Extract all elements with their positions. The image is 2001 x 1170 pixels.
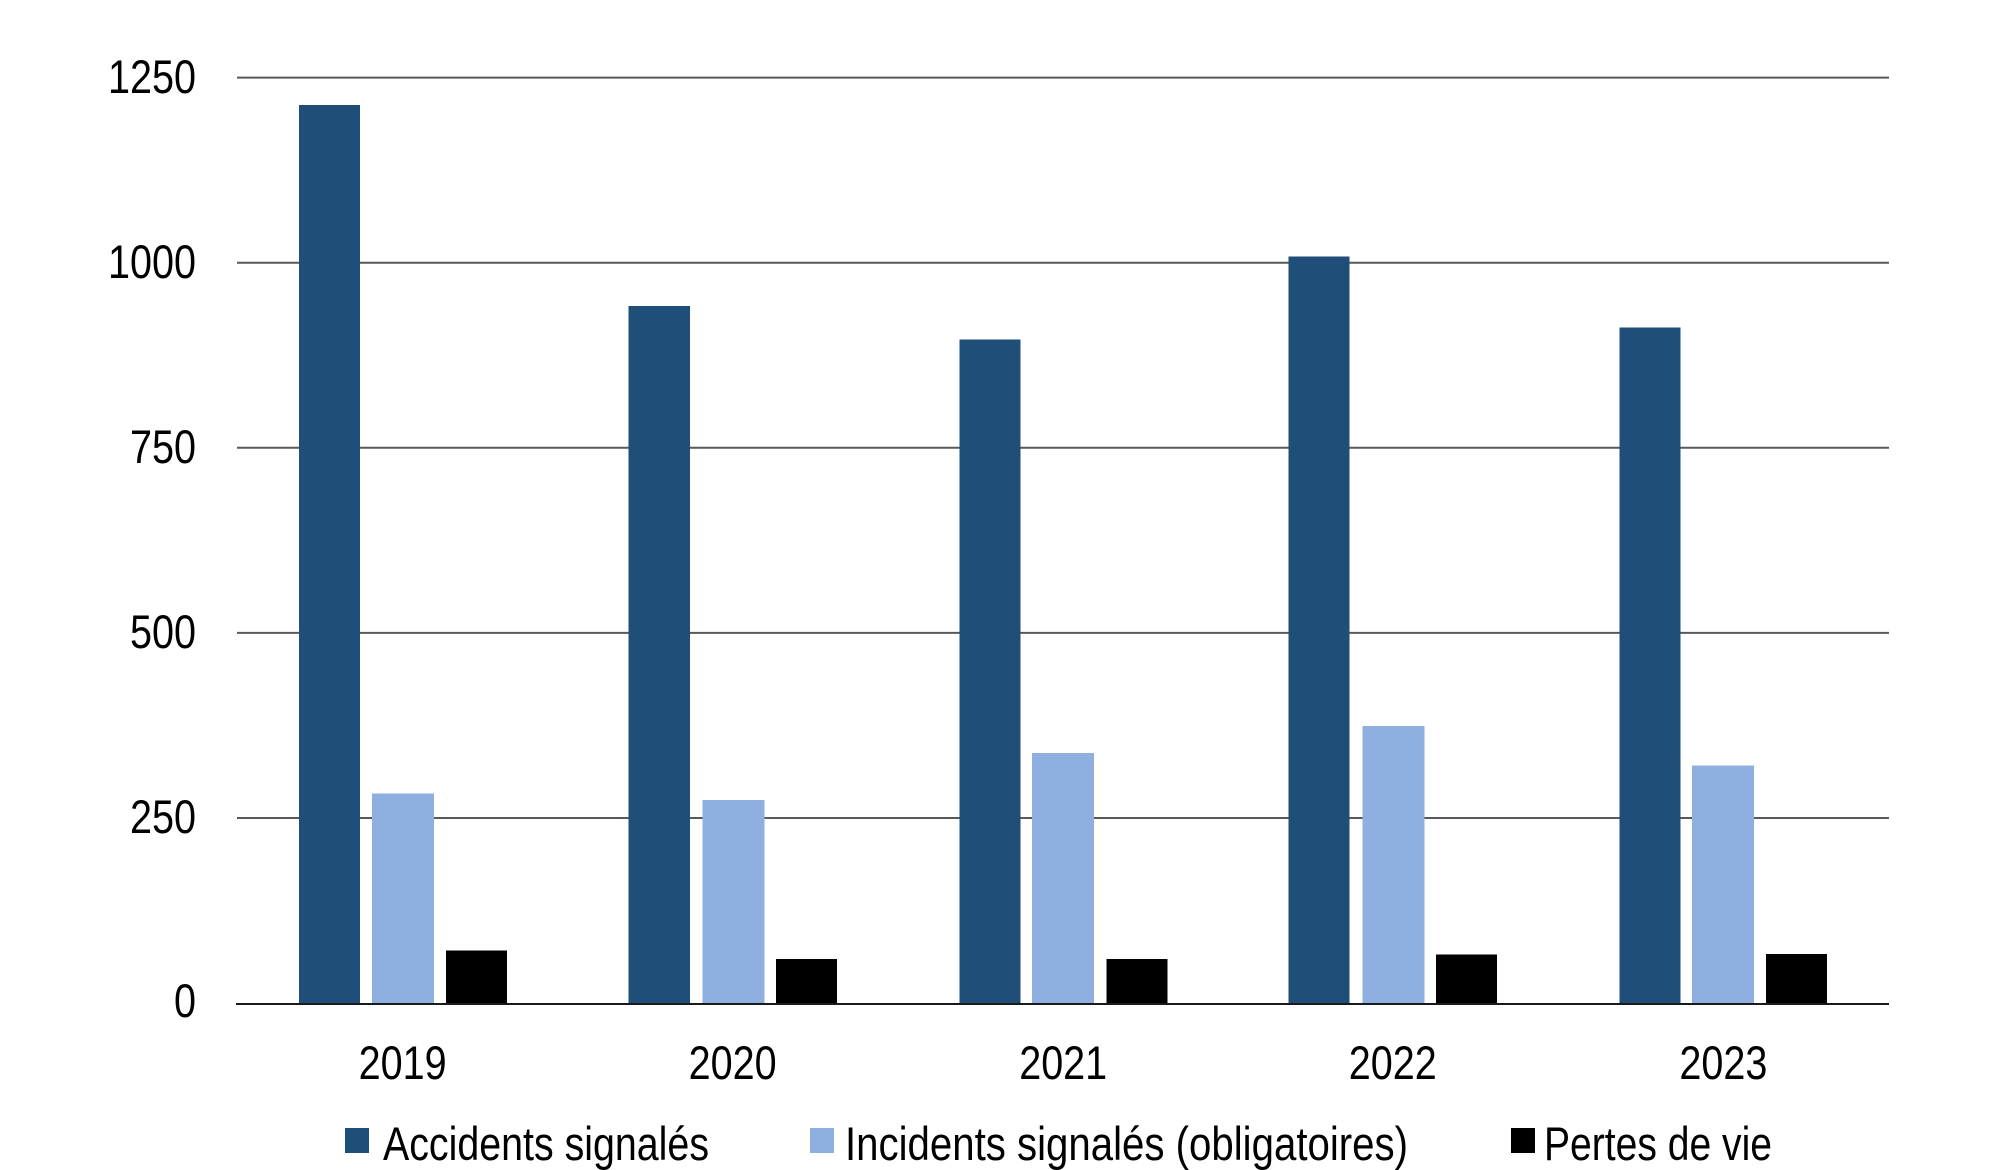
svg-text:1250: 1250	[108, 50, 196, 103]
svg-text:2023: 2023	[1679, 1036, 1767, 1089]
svg-text:Pertes de vie: Pertes de vie	[1544, 1117, 1772, 1170]
svg-text:2020: 2020	[689, 1036, 777, 1089]
svg-text:750: 750	[130, 420, 196, 473]
svg-text:2019: 2019	[359, 1036, 447, 1089]
svg-text:1000: 1000	[108, 235, 196, 288]
svg-text:0: 0	[174, 974, 196, 1027]
svg-text:250: 250	[130, 790, 196, 843]
svg-text:Accidents signalés: Accidents signalés	[383, 1117, 709, 1170]
svg-text:Incidents signalés (obligatoir: Incidents signalés (obligatoires)	[845, 1117, 1408, 1170]
svg-text:500: 500	[130, 605, 196, 658]
svg-text:2021: 2021	[1019, 1036, 1107, 1089]
svg-text:2022: 2022	[1349, 1036, 1437, 1089]
